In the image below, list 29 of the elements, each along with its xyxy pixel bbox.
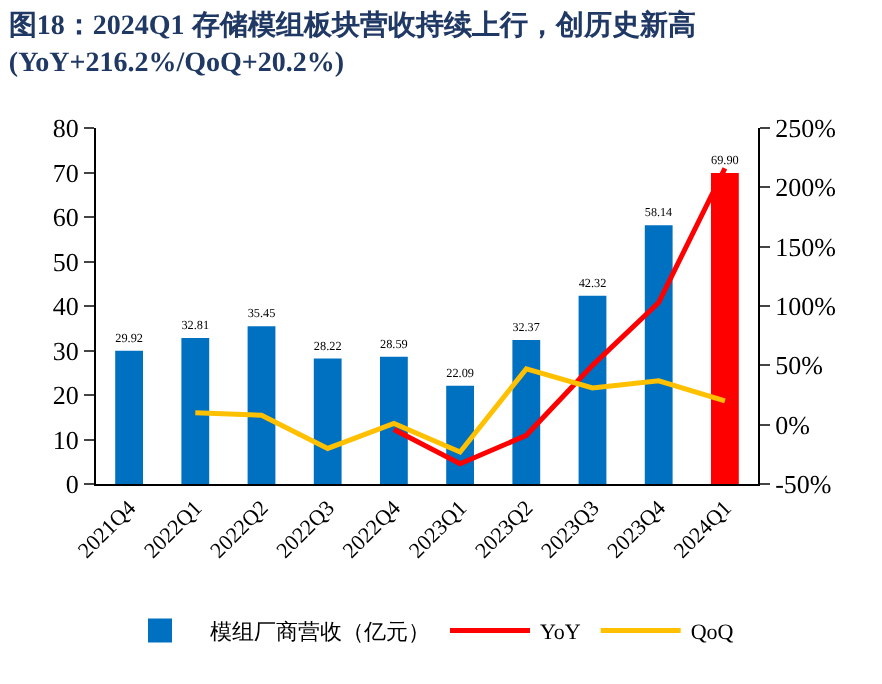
chart-title: 图18：2024Q1 存储模组板块营收持续上行，创历史新高 (YoY+216.2%/QoQ+20.2%) (8, 8, 696, 79)
y2-tick-label: 250% (775, 113, 837, 144)
y2-tick-label: -50% (775, 469, 832, 500)
y-tick-label: 80 (52, 113, 79, 144)
bar (380, 356, 408, 484)
y2-tick-label: 150% (775, 231, 837, 262)
bar (247, 326, 276, 484)
legend-label: QoQ (690, 621, 734, 646)
legend-label: 模组厂商营收（亿元） (210, 619, 430, 646)
bar (512, 339, 541, 484)
y2-tick-label: 50% (775, 350, 824, 381)
bar (644, 225, 673, 484)
y-tick-label: 50 (52, 246, 79, 277)
bar (115, 350, 143, 484)
y-tick-label: 40 (52, 291, 79, 322)
legend-label: YoY (540, 621, 581, 646)
y2-tick-label: 0% (775, 409, 811, 440)
y-tick-label: 60 (52, 202, 79, 233)
y-tick-label: 20 (52, 380, 79, 411)
y2-tick-label: 100% (775, 291, 837, 322)
line-series (192, 366, 728, 455)
bar (313, 358, 342, 484)
y-tick-label: 30 (52, 335, 79, 366)
y2-tick-label: 200% (775, 172, 837, 203)
y-tick-label: 70 (52, 157, 79, 188)
bar (181, 338, 210, 484)
y-tick-label: 10 (52, 424, 79, 455)
bar (578, 295, 607, 484)
y-tick-label: 0 (65, 469, 79, 500)
